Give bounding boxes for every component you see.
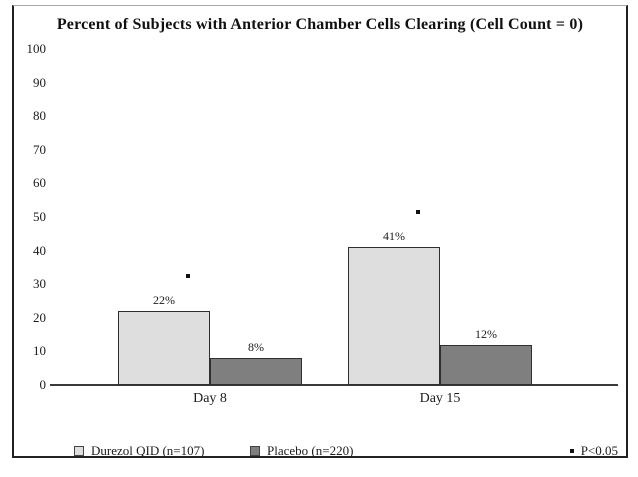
bar-value-label-day-8-placebo-n-220: 8%: [248, 340, 264, 354]
legend-swatch-durezol: [74, 446, 84, 456]
bar-placebo-n-220-day-8: [210, 358, 302, 385]
y-tick-label-80: 80: [33, 108, 46, 124]
y-tick-label-40: 40: [33, 242, 46, 258]
significance-note-text: P<0.05: [580, 443, 618, 458]
x-axis-line: [50, 384, 618, 386]
y-tick-label-100: 100: [26, 41, 47, 56]
y-tick-label-0: 0: [39, 377, 47, 392]
significance-marker-day-15: [416, 210, 420, 214]
asterisk-icon: [569, 449, 574, 453]
figure-border: [12, 5, 628, 458]
legend-label-placebo: Placebo (n=220): [267, 443, 354, 458]
category-label-day-15: Day 15: [419, 391, 461, 406]
category-label-day-8: Day 8: [193, 391, 227, 406]
legend-item-placebo: Placebo (n=220): [250, 443, 353, 459]
significance-note: P<0.05: [569, 443, 618, 459]
y-tick-label-50: 50: [33, 209, 46, 224]
y-tick-label-20: 20: [33, 309, 46, 325]
bar-durezol-qid-n-107-day-15: [348, 247, 440, 385]
bar-value-label-day-15-placebo-n-220: 12%: [475, 327, 497, 341]
bar-value-label-day-15-durezol-qid-n-107: 41%: [383, 229, 405, 243]
legend-swatch-placebo: [250, 446, 260, 456]
bar-placebo-n-220-day-15: [440, 345, 532, 385]
bar-value-label-day-8-durezol-qid-n-107: 22%: [153, 293, 175, 307]
y-tick-label-90: 90: [33, 74, 46, 90]
legend-item-durezol: Durezol QID (n=107): [74, 443, 204, 459]
bar-durezol-qid-n-107-day-8: [118, 311, 210, 385]
y-tick-label-30: 30: [33, 276, 46, 292]
y-tick-label-10: 10: [33, 343, 46, 359]
legend-label-durezol: Durezol QID (n=107): [91, 443, 205, 458]
y-tick-label-70: 70: [33, 141, 46, 157]
significance-marker-day-8: [186, 274, 190, 278]
y-tick-label-60: 60: [33, 175, 46, 191]
chart-title: Percent of Subjects with Anterior Chambe…: [56, 16, 584, 33]
